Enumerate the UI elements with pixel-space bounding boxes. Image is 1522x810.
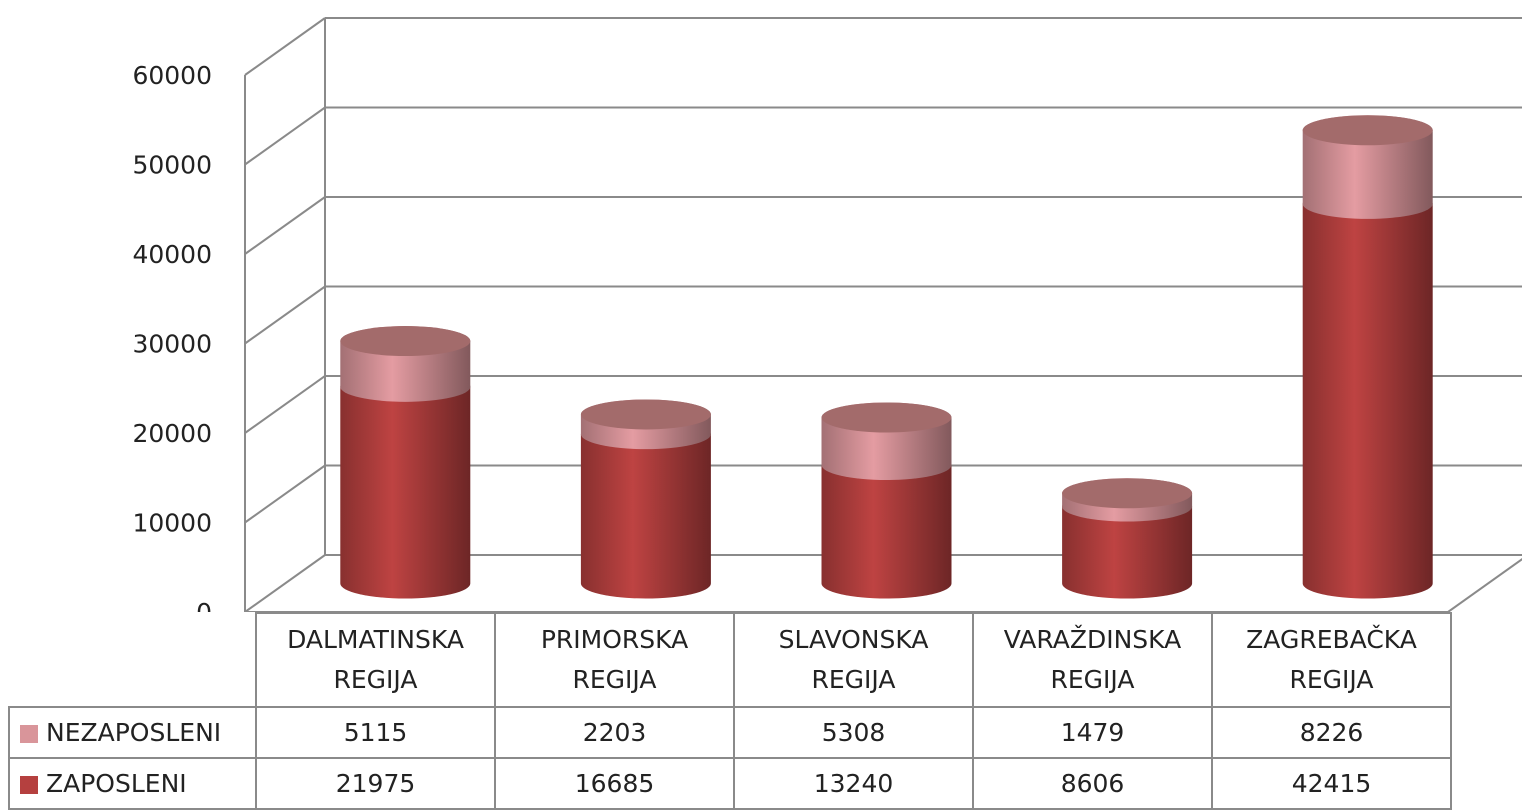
data-cell: 42415	[1211, 757, 1452, 810]
bar	[580, 419, 711, 599]
data-cell: 1479	[972, 706, 1213, 759]
category-label: DALMATINSKA REGIJA	[255, 612, 496, 708]
y-tick-label: 30000	[132, 330, 212, 359]
legend-cell: NEZAPOSLENI	[8, 706, 257, 759]
grid-line	[244, 285, 326, 345]
category-label: VARAŽDINSKA REGIJA	[972, 612, 1213, 708]
y-tick-label: 10000	[132, 509, 212, 538]
y-tick-label: 40000	[132, 240, 212, 269]
data-cell: 21975	[255, 757, 496, 810]
cylinder-top	[1302, 115, 1433, 146]
series-row: NEZAPOSLENI 5115 2203 5308 1479 8226	[8, 706, 1452, 759]
cylinder-top	[580, 399, 711, 430]
y-tick-label: 60000	[132, 61, 212, 90]
floor-edge	[1447, 558, 1522, 612]
data-cell: 8606	[972, 757, 1213, 810]
cylinder-top	[821, 402, 952, 433]
data-table: DALMATINSKA REGIJA PRIMORSKA REGIJA SLAVON…	[8, 612, 1452, 810]
legend-swatch	[20, 776, 38, 794]
header-row: DALMATINSKA REGIJA PRIMORSKA REGIJA SLAVON…	[9, 612, 1452, 708]
grid-line	[244, 375, 326, 434]
bar	[1302, 188, 1433, 599]
grid-line	[244, 106, 326, 166]
data-cell: 8226	[1211, 706, 1452, 759]
y-tick-label: 20000	[132, 419, 212, 448]
data-cell: 13240	[733, 757, 974, 810]
category-label: ZAGREBAČKA REGIJA	[1211, 612, 1452, 708]
bar	[340, 371, 471, 599]
grid-line	[244, 554, 326, 612]
y-tick-label: 0	[196, 598, 212, 612]
grid-line	[244, 464, 326, 524]
data-cell: 16685	[494, 757, 735, 810]
empty-cell	[9, 613, 256, 707]
category-label: PRIMORSKA REGIJA	[494, 612, 735, 708]
cylinder-top	[1062, 478, 1193, 509]
grid-line	[244, 17, 326, 76]
legend-swatch	[20, 725, 38, 743]
category-label: SLAVONSKA REGIJA	[733, 612, 974, 708]
data-cell: 2203	[494, 706, 735, 759]
grid-line	[244, 196, 326, 255]
bar	[821, 450, 952, 599]
chart: 0 10000 20000 30000 40000 50000 60000	[132, 17, 1522, 612]
legend-cell: ZAPOSLENI	[8, 757, 257, 810]
data-cell: 5115	[255, 706, 496, 759]
cylinder-top	[340, 326, 471, 357]
y-tick-label: 50000	[132, 151, 212, 180]
series-row: ZAPOSLENI 21975 16685 13240 8606 42415	[8, 757, 1452, 810]
data-cell: 5308	[733, 706, 974, 759]
legend-label: NEZAPOSLENI	[46, 718, 222, 747]
legend-label: ZAPOSLENI	[46, 769, 187, 798]
